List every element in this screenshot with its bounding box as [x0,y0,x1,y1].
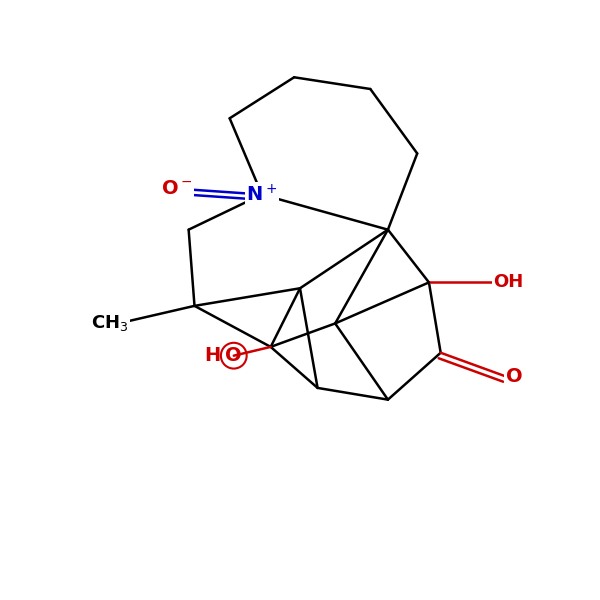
Text: O$^-$: O$^-$ [161,179,193,198]
Text: O: O [506,367,522,386]
Text: OH: OH [493,274,523,292]
Text: O: O [226,346,242,365]
Text: CH$_3$: CH$_3$ [91,313,128,334]
Text: H: H [204,346,220,365]
Text: N$^+$: N$^+$ [247,184,277,205]
